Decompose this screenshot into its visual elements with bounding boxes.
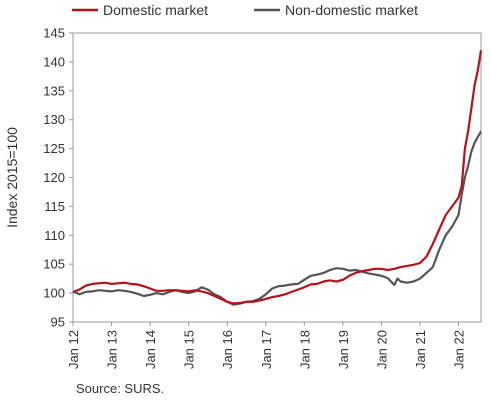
x-tick-label: Jan 21 xyxy=(413,330,428,369)
y-axis: 95 100 105 110 115 120 125 130 135 140 145 xyxy=(43,26,73,330)
legend-label: Domestic market xyxy=(103,2,208,18)
x-axis: Jan 12 Jan 13 Jan 14 Jan 15 Jan 16 Jan 17 Jan … xyxy=(66,322,467,369)
y-tick-label: 140 xyxy=(43,54,65,69)
series-line xyxy=(72,50,483,305)
x-tick-label: Jan 19 xyxy=(336,330,351,369)
x-tick-label: Jan 22 xyxy=(452,330,467,369)
x-tick-label: Jan 18 xyxy=(297,330,312,369)
y-tick-label: 105 xyxy=(43,257,65,272)
y-tick-label: 95 xyxy=(51,315,65,330)
x-tick-label: Jan 17 xyxy=(259,330,274,369)
x-tick-label: Jan 16 xyxy=(220,330,235,369)
series-line xyxy=(72,130,482,306)
legend-label: Non-domestic market xyxy=(285,2,418,18)
y-tick-label: 120 xyxy=(43,170,65,185)
x-tick-label: Jan 12 xyxy=(66,330,81,369)
y-tick-label: 135 xyxy=(43,83,65,98)
y-tick-label: 110 xyxy=(44,228,65,243)
x-tick-label: Jan 13 xyxy=(105,330,120,369)
y-tick-label: 100 xyxy=(43,286,65,301)
legend: Domestic market Non-domestic market xyxy=(72,2,418,18)
x-tick-label: Jan 14 xyxy=(143,330,158,369)
x-tick-label: Jan 15 xyxy=(182,330,197,369)
y-tick-label: 115 xyxy=(44,199,65,214)
y-tick-label: 130 xyxy=(43,112,65,127)
y-tick-label: 125 xyxy=(43,141,65,156)
y-axis-label: Index 2015=100 xyxy=(4,127,20,228)
y-tick-label: 145 xyxy=(43,26,65,41)
series-layer xyxy=(72,50,483,306)
plot-frame xyxy=(72,32,482,323)
source-note: Source: SURS. xyxy=(76,381,164,396)
x-tick-label: Jan 20 xyxy=(374,330,389,369)
